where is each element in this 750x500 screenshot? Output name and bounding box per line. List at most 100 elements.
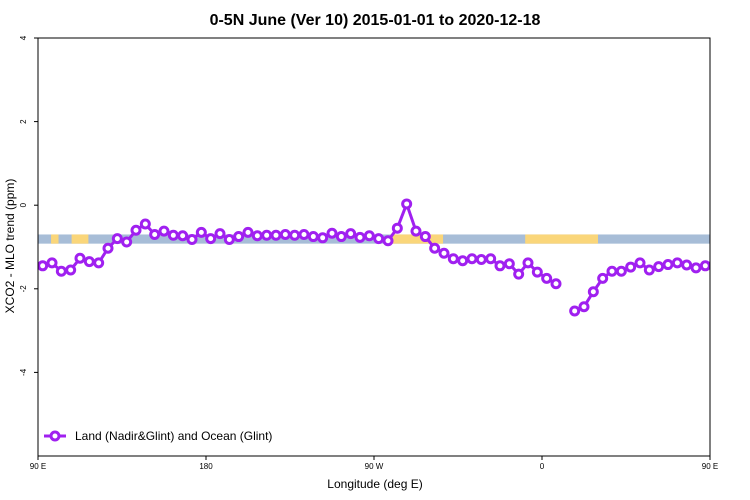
data-point <box>671 257 683 269</box>
x-axis-ticks: 90 E 180 90 W 0 90 E <box>30 456 718 471</box>
data-point <box>606 265 618 277</box>
data-point <box>438 247 450 259</box>
data-point <box>587 286 599 298</box>
data-point <box>307 231 319 243</box>
land-ocean-band <box>38 234 710 244</box>
land-segment <box>525 234 598 244</box>
data-point <box>83 256 95 268</box>
y-tick-label: 0 <box>19 202 28 207</box>
data-point <box>326 227 338 239</box>
x-tick-label: 90 W <box>365 462 384 471</box>
data-point <box>46 257 58 269</box>
legend-marker-swatch <box>49 430 61 442</box>
data-series <box>38 198 747 317</box>
y-tick-label: 4 <box>19 35 28 40</box>
data-point <box>261 229 273 241</box>
data-point <box>149 228 161 240</box>
data-point <box>643 264 655 276</box>
y-tick-label: 2 <box>19 119 28 124</box>
data-point <box>729 265 737 273</box>
data-point <box>681 259 693 271</box>
y-axis-label: XCO2 - MLO trend (ppm) <box>3 179 17 314</box>
data-point <box>513 268 525 280</box>
data-point <box>410 225 422 237</box>
plot-frame <box>37 37 711 457</box>
data-point <box>38 260 49 272</box>
data-point <box>662 259 674 271</box>
data-point <box>597 272 609 284</box>
y-tick-label: -2 <box>19 285 28 293</box>
x-tick-label: 90 E <box>702 462 718 471</box>
data-point <box>382 235 394 247</box>
data-point <box>419 231 431 243</box>
data-point <box>475 254 487 266</box>
data-point <box>289 229 301 241</box>
data-point <box>93 257 105 269</box>
data-point <box>690 262 702 274</box>
data-point <box>363 230 375 242</box>
data-point <box>55 265 67 277</box>
legend: Land (Nadir&Glint) and Ocean (Glint) <box>44 429 272 443</box>
data-point <box>720 267 728 275</box>
data-point <box>102 242 114 254</box>
data-point <box>615 265 627 277</box>
data-point <box>139 218 151 230</box>
data-point <box>447 253 459 265</box>
data-point <box>550 278 562 290</box>
data-point <box>401 198 413 210</box>
data-point <box>335 231 347 243</box>
data-point <box>699 260 710 272</box>
data-point <box>541 272 553 284</box>
data-point <box>317 232 329 244</box>
data-point <box>578 301 590 313</box>
data-point <box>494 260 506 272</box>
land-segment <box>51 234 59 244</box>
data-point <box>569 305 581 317</box>
data-point <box>503 258 515 270</box>
data-point <box>74 252 86 264</box>
data-point <box>485 253 497 265</box>
data-point <box>270 229 282 241</box>
data-point <box>158 225 170 237</box>
data-point <box>709 259 710 266</box>
data-point <box>214 228 226 240</box>
data-point <box>186 233 198 245</box>
data-point <box>391 222 403 234</box>
data-point <box>205 233 217 245</box>
data-point <box>625 261 637 273</box>
data-point <box>121 236 133 248</box>
land-segment <box>392 234 444 244</box>
y-axis-ticks: -4 -2 0 2 4 <box>19 35 38 376</box>
x-tick-label: 0 <box>540 462 545 471</box>
data-point <box>130 224 142 236</box>
data-point <box>242 226 254 238</box>
data-point <box>345 228 357 240</box>
y-tick-label: -4 <box>19 368 28 376</box>
data-point <box>739 253 747 261</box>
data-point <box>65 264 77 276</box>
data-point <box>167 229 179 241</box>
data-point <box>233 231 245 243</box>
data-point <box>653 261 665 273</box>
x-axis-label: Longitude (deg E) <box>327 477 422 491</box>
chart-title: 0-5N June (Ver 10) 2015-01-01 to 2020-12… <box>210 12 541 29</box>
data-point <box>279 228 291 240</box>
data-point <box>373 233 385 245</box>
data-point <box>429 242 441 254</box>
data-point <box>466 253 478 265</box>
data-point <box>298 228 310 240</box>
legend-label: Land (Nadir&Glint) and Ocean (Glint) <box>75 429 272 443</box>
x-tick-label: 90 E <box>30 462 46 471</box>
data-point <box>457 255 469 267</box>
series-line <box>42 199 557 286</box>
data-point <box>223 233 235 245</box>
data-point <box>531 266 543 278</box>
data-point <box>195 226 207 238</box>
data-point <box>251 230 263 242</box>
data-point <box>522 257 534 269</box>
data-point <box>111 233 123 245</box>
data-point <box>177 230 189 242</box>
data-point <box>354 231 366 243</box>
x-tick-label: 180 <box>199 462 213 471</box>
